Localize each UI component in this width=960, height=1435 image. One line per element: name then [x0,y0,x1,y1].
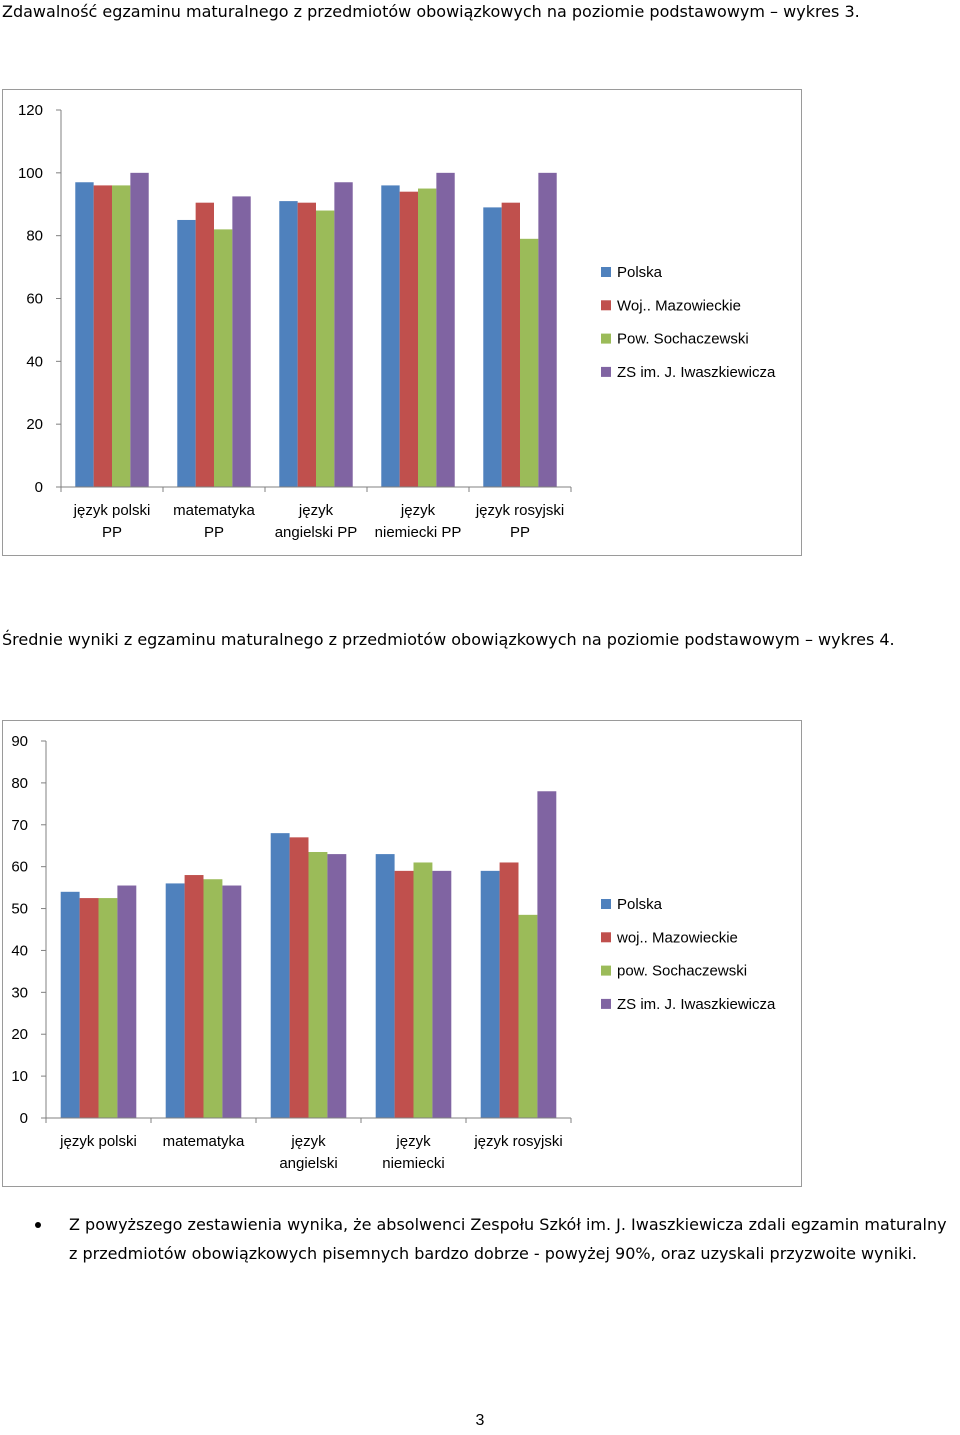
chart3-y-tick-label: 80 [26,228,43,245]
chart4-y-tick-label: 50 [11,901,28,918]
page-number: 3 [475,1412,485,1429]
chart3-y-tick-label: 40 [26,353,43,370]
chart4-x-tick-label: matematyka [163,1133,245,1150]
chart3-bar [418,188,437,487]
chart3-bar [130,172,149,487]
chart3-bar [501,202,520,487]
chart3-y-tick-label: 120 [18,102,43,119]
chart4-legend-swatch [601,965,611,976]
chart3-legend-swatch [601,300,611,311]
chart3-legend-swatch [601,267,611,277]
chart3-heading: Zdawalność egzaminu maturalnego z przedm… [2,2,860,21]
chart4-bar [394,870,414,1118]
chart4-container: 0 10 20 30 40 50 60 70 80 90 język polski matematyk… [2,720,802,1187]
bullet-icon [35,1222,41,1228]
chart3-legend-swatch [601,366,611,377]
chart4-y-tick-label: 40 [11,942,28,959]
chart3-legend-label: Pow. Sochaczewski [617,331,749,348]
chart4-heading: Średnie wyniki z egzaminu maturalnego z … [2,630,895,649]
chart4-bar [98,898,118,1118]
chart4-bar [203,879,223,1118]
chart4-bar [289,837,309,1118]
chart3-container: 0 20 40 60 80 100 120 język polski PP matematyka P… [2,89,802,556]
chart4-bar [537,791,557,1118]
chart4-bar [270,833,290,1118]
chart3-x-tick-label: matematyka PP [173,502,255,541]
chart4-bar [518,914,538,1118]
chart4-y-tick-label: 30 [11,984,28,1001]
chart4-y-tick-label: 10 [11,1068,28,1085]
chart4-x-tick-label: język polski [59,1133,137,1150]
chart3-bar [436,172,455,487]
chart4-legend-swatch [601,899,611,909]
chart3-bar [75,182,94,487]
chart4-x-tick-label: język rosyjski [473,1133,562,1150]
chart4-bar [308,852,328,1118]
chart3-y-tick-label: 20 [26,416,43,433]
chart4-y-tick-label: 0 [20,1110,28,1127]
chart3-legend-label: ZS im. J. Iwaszkiewicza [617,364,776,381]
chart3-legend-swatch [601,333,611,344]
chart4-legend-label: pow. Sochaczewski [617,963,747,980]
chart4-legend-label: Polska [617,896,663,913]
chart3-x-tick-label: język angielski PP [275,502,358,541]
chart3-bar [177,219,196,488]
chart3-bar [334,182,353,487]
chart3-plot: 0 20 40 60 80 100 120 język polski PP matematyka P… [18,102,776,541]
chart3-x-tick-label: język polski PP [73,502,151,541]
chart4-bar [480,870,500,1118]
chart3-bar [316,210,335,487]
chart3-y-tick-label: 100 [18,165,43,182]
chart4-bar [327,854,347,1118]
chart4-legend-label: ZS im. J. Iwaszkiewicza [617,996,776,1013]
chart3-bar [112,185,131,487]
chart4-y-tick-label: 20 [11,1026,28,1043]
chart4-bar [117,885,137,1118]
chart3-bar [297,202,316,487]
chart4-x-tick-label: język angielski [279,1133,337,1172]
chart3-bar [381,185,400,487]
chart4-bar [165,883,185,1118]
chart3-y-tick-label: 60 [26,291,43,308]
chart4-bar [375,854,395,1118]
chart3-x-tick-label: język niemiecki PP [375,502,462,541]
chart4-x-tick-label: język niemiecki [382,1133,445,1172]
chart4-y-tick-label: 80 [11,775,28,792]
chart4-bar [499,862,519,1118]
chart4-plot: 0 10 20 30 40 50 60 70 80 90 język polski matematyk… [11,733,776,1172]
chart3-legend-label: Polska [617,264,663,281]
chart4-bar [60,891,80,1118]
chart4-bar [432,870,452,1118]
conclusion-text: Z powyższego zestawienia wynika, że abso… [69,1215,947,1263]
chart4-bar [222,885,242,1118]
chart3-bar [195,202,214,487]
chart4-bar [413,862,433,1118]
chart3-bar [538,172,557,487]
chart4-bar [79,898,99,1118]
chart3-bar [399,191,418,487]
chart4-legend-swatch [601,932,611,943]
chart3-y-tick-label: 0 [35,479,43,496]
chart3-x-tick-label: język rosyjski PP [475,502,564,541]
chart4-y-tick-label: 90 [11,733,28,750]
chart3-bar [483,207,502,487]
chart3-legend-label: Woj.. Mazowieckie [617,297,741,314]
chart4-bar [184,875,204,1118]
chart4-legend-swatch [601,998,611,1009]
chart3-bar [279,201,298,487]
chart4-legend-label: woj.. Mazowieckie [616,929,738,946]
chart3-bar [214,229,233,487]
chart3-bar [93,185,112,487]
chart4-y-tick-label: 60 [11,859,28,876]
chart3-bar [232,196,251,487]
chart3-bar [520,238,539,487]
chart4-y-tick-label: 70 [11,817,28,834]
